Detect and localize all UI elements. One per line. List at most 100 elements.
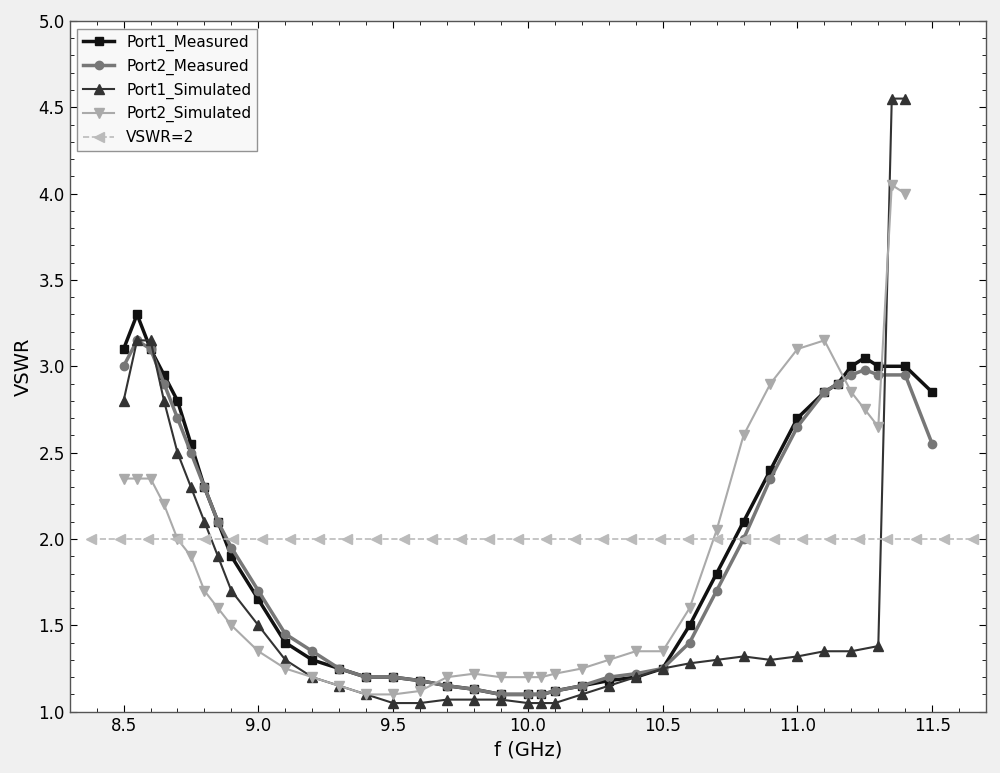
- Port2_Simulated: [845, 387, 857, 397]
- Port1_Measured: [225, 552, 237, 561]
- Line: Port2_Measured: Port2_Measured: [119, 336, 936, 699]
- Port2_Measured: [333, 664, 345, 673]
- VSWR=2: [540, 534, 552, 543]
- Port2_Measured: [306, 646, 318, 656]
- Line: Port2_Simulated: Port2_Simulated: [119, 180, 910, 700]
- Port1_Simulated: [603, 681, 615, 690]
- Port1_Measured: [158, 370, 170, 380]
- VSWR=2: [824, 534, 836, 543]
- Port1_Measured: [468, 685, 480, 694]
- Port2_Simulated: [684, 604, 696, 613]
- Port1_Simulated: [549, 699, 561, 708]
- Port1_Measured: [711, 569, 723, 578]
- Port1_Measured: [738, 517, 750, 526]
- Line: Port1_Simulated: Port1_Simulated: [119, 94, 910, 708]
- Port2_Simulated: [738, 431, 750, 440]
- Port1_Simulated: [360, 690, 372, 699]
- Port1_Simulated: [333, 681, 345, 690]
- Port2_Measured: [279, 629, 291, 638]
- VSWR=2: [85, 534, 97, 543]
- Port1_Simulated: [212, 552, 224, 561]
- Port1_Simulated: [818, 646, 830, 656]
- Port1_Simulated: [306, 673, 318, 682]
- Port2_Measured: [818, 387, 830, 397]
- Port2_Measured: [845, 370, 857, 380]
- Port1_Measured: [603, 676, 615, 685]
- Port1_Measured: [414, 676, 426, 685]
- VSWR=2: [199, 534, 211, 543]
- Port2_Simulated: [158, 500, 170, 509]
- Port1_Simulated: [535, 699, 547, 708]
- Y-axis label: VSWR: VSWR: [14, 337, 33, 396]
- Port1_Measured: [926, 387, 938, 397]
- Port2_Simulated: [171, 534, 183, 543]
- Port1_Measured: [198, 482, 210, 492]
- Port2_Simulated: [872, 422, 884, 431]
- Port1_Simulated: [171, 448, 183, 458]
- Port2_Simulated: [387, 690, 399, 699]
- Port1_Measured: [185, 439, 197, 448]
- Port2_Simulated: [576, 664, 588, 673]
- Port2_Simulated: [899, 189, 911, 198]
- Port2_Measured: [535, 690, 547, 699]
- Port2_Measured: [522, 690, 534, 699]
- Port2_Measured: [791, 422, 803, 431]
- Port1_Measured: [791, 414, 803, 423]
- Port1_Measured: [441, 681, 453, 690]
- Port2_Measured: [387, 673, 399, 682]
- Port2_Measured: [468, 685, 480, 694]
- Port2_Measured: [832, 379, 844, 388]
- VSWR=2: [398, 534, 410, 543]
- VSWR=2: [483, 534, 495, 543]
- Port2_Measured: [630, 669, 642, 679]
- Port1_Simulated: [495, 695, 507, 704]
- Port2_Simulated: [630, 646, 642, 656]
- Port1_Simulated: [252, 621, 264, 630]
- Port1_Measured: [212, 517, 224, 526]
- Port1_Simulated: [522, 699, 534, 708]
- Legend: Port1_Measured, Port2_Measured, Port1_Simulated, Port2_Simulated, VSWR=2: Port1_Measured, Port2_Measured, Port1_Si…: [77, 29, 257, 151]
- VSWR=2: [682, 534, 694, 543]
- Port1_Measured: [549, 686, 561, 696]
- Port1_Measured: [657, 664, 669, 673]
- Port1_Simulated: [158, 397, 170, 406]
- Port2_Simulated: [791, 345, 803, 354]
- Port1_Simulated: [414, 699, 426, 708]
- VSWR=2: [910, 534, 922, 543]
- Port1_Simulated: [738, 652, 750, 661]
- Port1_Measured: [145, 345, 157, 354]
- VSWR=2: [938, 534, 950, 543]
- Port2_Measured: [441, 681, 453, 690]
- Port1_Measured: [535, 690, 547, 699]
- Port1_Measured: [576, 681, 588, 690]
- Port2_Measured: [684, 638, 696, 647]
- Port1_Measured: [845, 362, 857, 371]
- Port1_Simulated: [441, 695, 453, 704]
- Port1_Simulated: [468, 695, 480, 704]
- Port1_Measured: [764, 465, 776, 475]
- VSWR=2: [227, 534, 239, 543]
- Port2_Simulated: [414, 686, 426, 696]
- VSWR=2: [711, 534, 723, 543]
- VSWR=2: [142, 534, 154, 543]
- Port2_Measured: [118, 362, 130, 371]
- Port2_Measured: [603, 673, 615, 682]
- Port2_Simulated: [198, 586, 210, 595]
- Port2_Simulated: [468, 669, 480, 679]
- Port2_Simulated: [225, 621, 237, 630]
- Port2_Simulated: [549, 669, 561, 679]
- VSWR=2: [569, 534, 581, 543]
- Port2_Simulated: [306, 673, 318, 682]
- Port1_Simulated: [225, 586, 237, 595]
- Port1_Measured: [252, 594, 264, 604]
- Port2_Measured: [360, 673, 372, 682]
- Port2_Measured: [576, 681, 588, 690]
- Port1_Simulated: [711, 656, 723, 665]
- Port1_Simulated: [630, 673, 642, 682]
- Port1_Simulated: [387, 699, 399, 708]
- Port2_Measured: [859, 365, 871, 374]
- Port1_Simulated: [118, 397, 130, 406]
- Port2_Simulated: [764, 379, 776, 388]
- Port1_Simulated: [279, 656, 291, 665]
- Port2_Simulated: [711, 526, 723, 535]
